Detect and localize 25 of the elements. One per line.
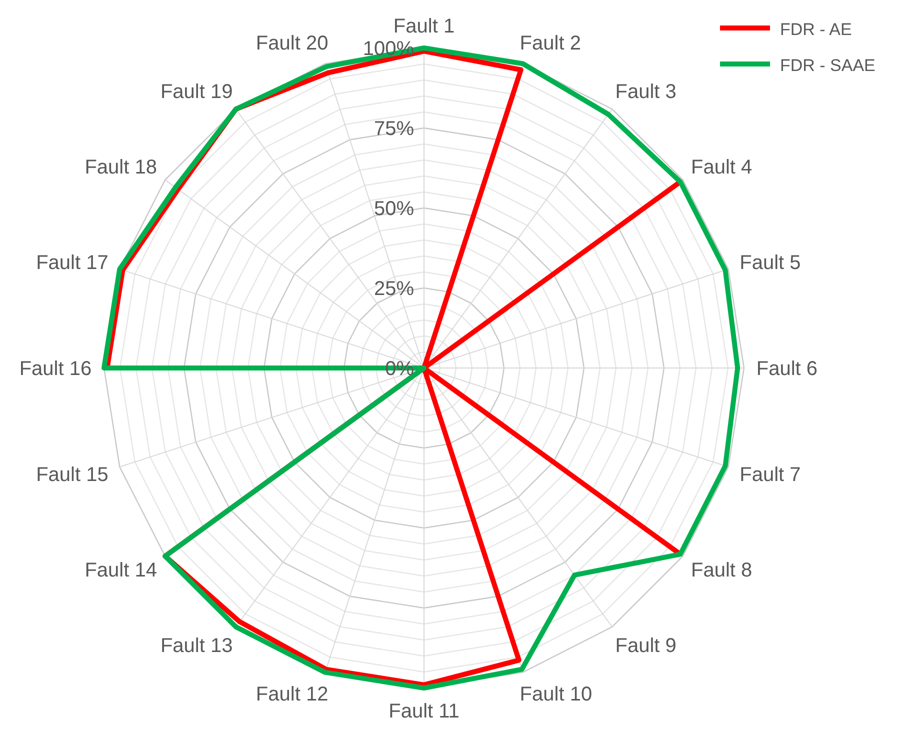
spoke-label: Fault 13 — [160, 635, 233, 658]
y-tick-label: 50% — [374, 198, 414, 220]
spoke-label: Fault 7 — [740, 464, 801, 486]
spoke-label: Fault 2 — [520, 32, 581, 54]
spoke-label: Fault 20 — [256, 32, 328, 54]
spoke-label: Fault 14 — [84, 559, 157, 582]
legend-label: FDR - AE — [780, 20, 852, 39]
spoke-label: Fault 9 — [615, 635, 676, 658]
spoke-label: Fault 16 — [19, 358, 92, 380]
spoke-label: Fault 6 — [756, 358, 818, 380]
spoke-label: Fault 18 — [84, 156, 157, 179]
spoke-label: Fault 8 — [691, 559, 752, 582]
spoke-label: Fault 17 — [36, 252, 108, 274]
legend-label: FDR - SAAE — [780, 56, 876, 75]
spoke-label: Fault 4 — [691, 156, 752, 179]
spoke-label: Fault 15 — [36, 464, 108, 486]
y-tick-label: 25% — [374, 278, 414, 300]
y-tick-label: 75% — [374, 118, 414, 140]
spoke-label: Fault 19 — [160, 80, 233, 103]
spoke-label: Fault 5 — [740, 252, 801, 274]
spoke-label: Fault 1 — [393, 16, 455, 38]
spoke-label: Fault 3 — [615, 80, 676, 103]
spoke-label: Fault 12 — [256, 684, 328, 706]
spoke-label: Fault 11 — [388, 700, 460, 722]
spoke-label: Fault 10 — [520, 684, 592, 706]
